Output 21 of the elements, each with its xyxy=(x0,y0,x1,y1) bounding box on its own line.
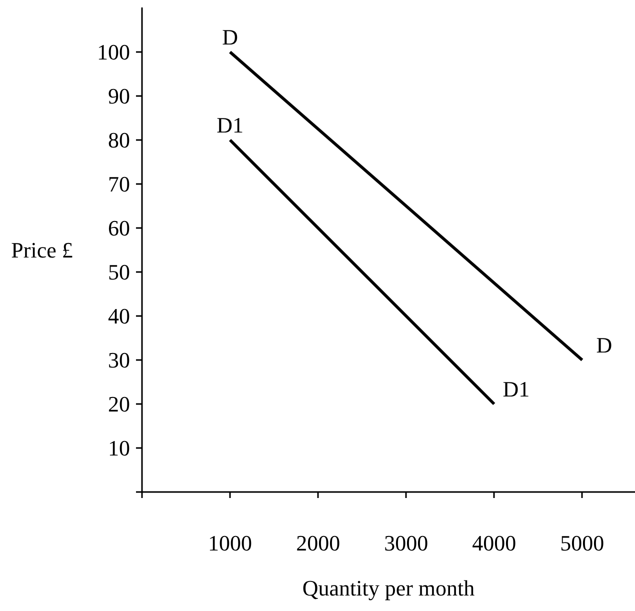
x-axis-title: Quantity per month xyxy=(302,576,475,600)
y-tick-label: 40 xyxy=(108,304,130,328)
x-tick-label: 1000 xyxy=(208,530,252,556)
x-tick-label: 4000 xyxy=(472,530,516,556)
y-tick-label: 100 xyxy=(97,40,130,64)
y-tick-label: 60 xyxy=(108,216,130,240)
y-tick-label: 10 xyxy=(108,436,130,460)
y-tick-label: 50 xyxy=(108,260,130,284)
text: D xyxy=(596,332,612,358)
y-tick-label: 80 xyxy=(108,128,130,152)
x-tick-label: 3000 xyxy=(384,530,428,556)
y-tick-label: 70 xyxy=(108,172,130,196)
x-tick-label: 2000 xyxy=(296,530,340,556)
y-axis-title: Price £ xyxy=(11,238,73,262)
y-tick-label: 90 xyxy=(108,84,130,108)
x-tick-label: 5000 xyxy=(560,530,604,556)
text: D1 xyxy=(216,112,244,138)
series-label: D1 xyxy=(502,376,530,402)
y-tick-label: 20 xyxy=(108,392,130,416)
y-tick-label: 30 xyxy=(108,348,130,372)
series-label: D xyxy=(222,24,238,50)
